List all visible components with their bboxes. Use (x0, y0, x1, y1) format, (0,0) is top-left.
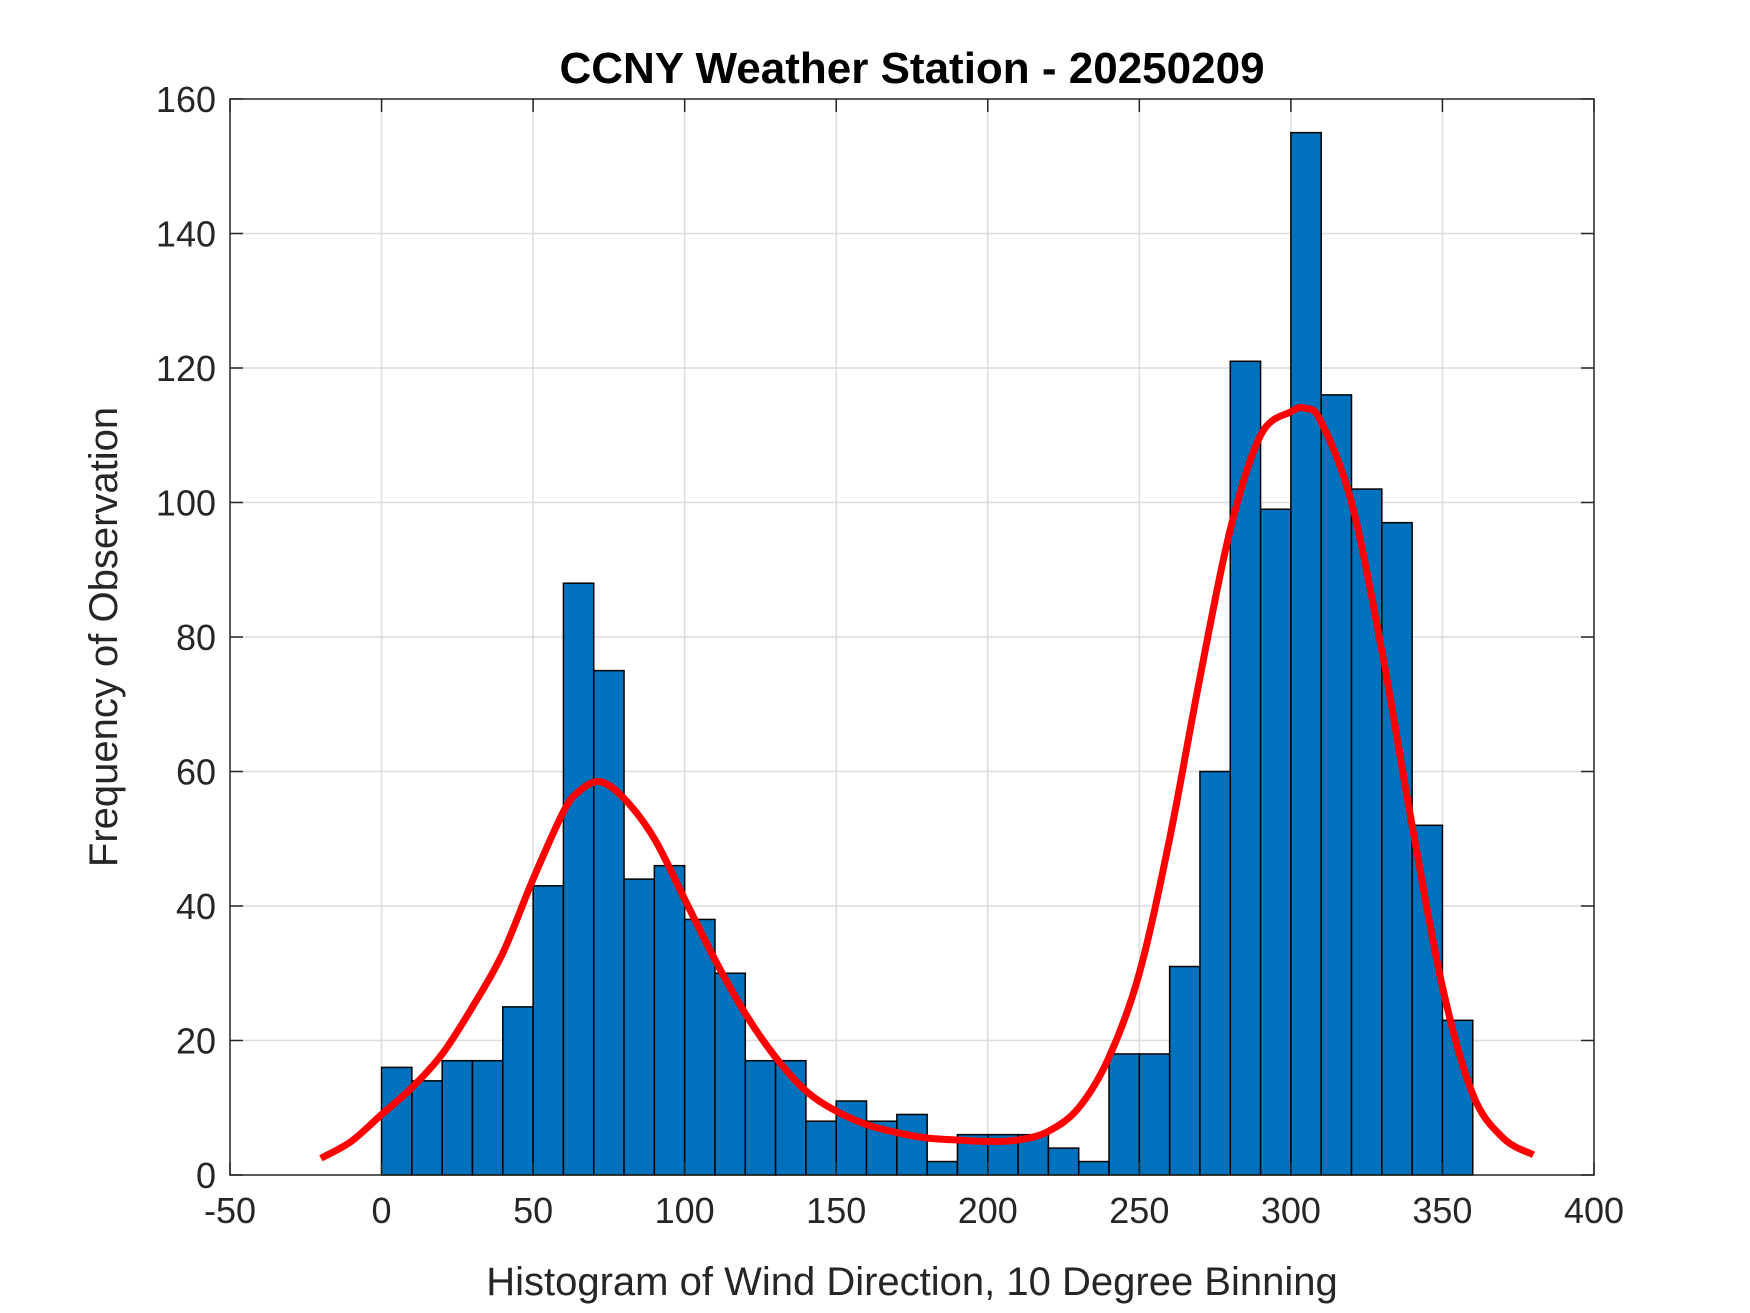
histogram-bars (380, 131, 1474, 1176)
histogram-bar (1411, 824, 1444, 1176)
histogram-bar (502, 1006, 534, 1176)
histogram-bar (744, 1059, 777, 1176)
y-tick-label: 160 (156, 79, 216, 120)
fit-curve-line (319, 404, 1536, 1162)
x-tick-label: 200 (958, 1190, 1018, 1231)
histogram-bar (1381, 521, 1413, 1176)
histogram-bar (1077, 1160, 1110, 1176)
histogram-bar (926, 1160, 959, 1176)
y-tick-label: 0 (196, 1155, 216, 1196)
x-tick-label: 250 (1109, 1190, 1169, 1231)
x-tick-label: 0 (372, 1190, 392, 1231)
y-tick-labels: 0 20 40 60 80 100 120 140 160 (156, 79, 216, 1196)
histogram-bar (683, 918, 716, 1176)
histogram-bar (1290, 131, 1322, 1176)
histogram-bar (1047, 1147, 1080, 1176)
histogram-bar (1259, 508, 1292, 1176)
histogram-bar (805, 1120, 837, 1176)
histogram-bar (896, 1113, 928, 1176)
histogram-bar (411, 1080, 443, 1176)
histogram-bar (1168, 965, 1201, 1176)
histogram-bar (441, 1059, 474, 1176)
fit-curve-layer (319, 404, 1536, 1162)
histogram-bar (1320, 394, 1353, 1176)
axis-ticks (229, 98, 1595, 1176)
x-tick-label: 100 (655, 1190, 715, 1231)
x-tick-label: 150 (806, 1190, 866, 1231)
y-tick-label: 140 (156, 214, 216, 255)
y-tick-label: 20 (176, 1021, 216, 1062)
histogram-bar (532, 885, 565, 1176)
x-tick-label: -50 (204, 1190, 256, 1231)
histogram-bar (1350, 488, 1383, 1176)
x-axis-label: Histogram of Wind Direction, 10 Degree B… (486, 1260, 1338, 1304)
histogram-bar (1108, 1053, 1141, 1176)
chart-title: CCNY Weather Station - 20250209 (559, 44, 1264, 93)
histogram-bar (1199, 770, 1232, 1176)
y-tick-label: 60 (176, 752, 216, 793)
x-tick-label: 400 (1564, 1190, 1624, 1231)
histogram-bar (592, 669, 625, 1176)
x-tick-labels: -50 0 50 100 150 200 250 300 350 400 (204, 1190, 1624, 1231)
y-tick-label: 80 (176, 617, 216, 658)
histogram-bar (623, 878, 656, 1176)
histogram-bar (653, 864, 686, 1176)
y-tick-label: 100 (156, 483, 216, 524)
x-tick-label: 300 (1261, 1190, 1321, 1231)
y-tick-label: 40 (176, 886, 216, 927)
histogram-bar (471, 1059, 504, 1176)
histogram-bar (562, 582, 595, 1176)
y-axis-label: Frequency of Observation (82, 407, 126, 867)
y-tick-label: 120 (156, 348, 216, 389)
x-tick-label: 50 (513, 1190, 553, 1231)
x-tick-label: 350 (1412, 1190, 1472, 1231)
histogram-bar (380, 1066, 413, 1176)
histogram-bar (1138, 1053, 1171, 1176)
